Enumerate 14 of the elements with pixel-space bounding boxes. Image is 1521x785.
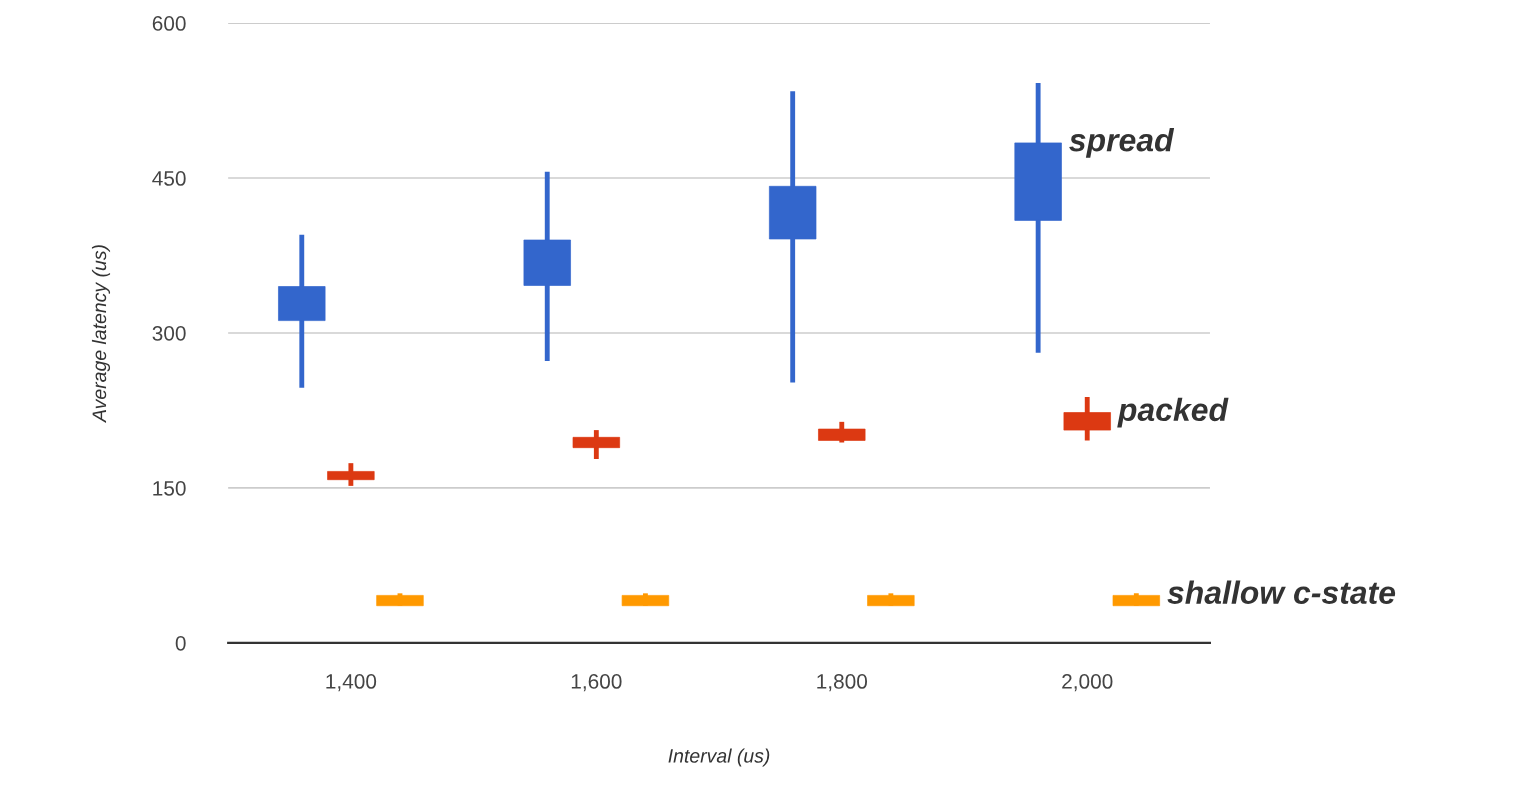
y-tick-label: 600 xyxy=(152,16,186,31)
x-tick-label: 1,400 xyxy=(326,674,377,692)
y-tick-label: 0 xyxy=(175,635,186,651)
series-label: packed xyxy=(1117,397,1229,428)
x-axis-title: Interval (us) xyxy=(668,748,770,767)
y-tick-label: 150 xyxy=(153,480,186,496)
series-label: spread xyxy=(1069,128,1175,158)
x-tick-label: 1,600 xyxy=(571,674,622,692)
series-label: shallow c-state xyxy=(1167,580,1396,604)
y-tick-label: 300 xyxy=(152,326,186,341)
x-tick-label: 2,000 xyxy=(1062,674,1113,692)
y-axis-title: Average latency (us) xyxy=(91,245,111,423)
y-tick-label: 450 xyxy=(152,171,186,186)
x-tick-label: 1,800 xyxy=(817,674,868,692)
